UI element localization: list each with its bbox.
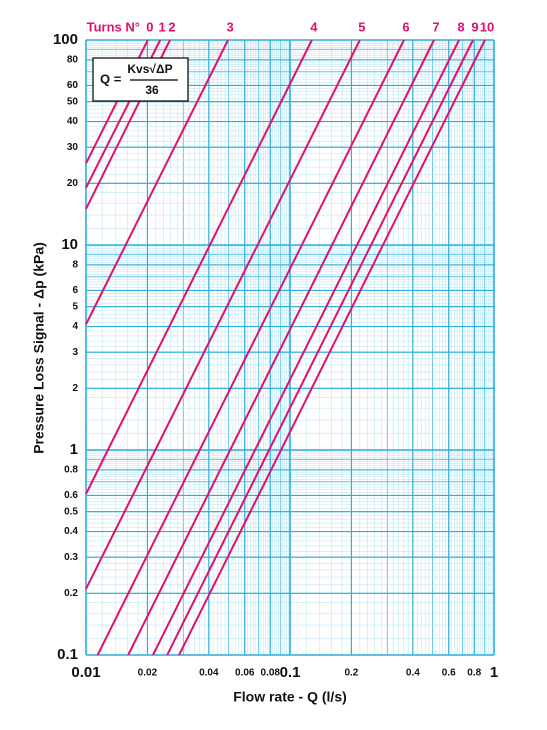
series-label: 7: [432, 19, 439, 34]
formula-lhs: Q =: [100, 71, 122, 86]
y-tick-label: 4: [72, 321, 78, 332]
y-tick-label: 3: [72, 347, 78, 358]
y-tick-label: 20: [67, 178, 79, 189]
y-tick-label: 5: [72, 301, 78, 312]
formula-denominator: 36: [145, 83, 159, 97]
y-tick-label: 8: [72, 260, 78, 271]
series-line: [178, 39, 486, 656]
series-line: [85, 39, 313, 495]
series-label: 2: [168, 19, 175, 34]
series-line: [166, 39, 474, 656]
y-tick-label: 10: [61, 236, 78, 253]
legend-title: Turns N°: [87, 19, 140, 34]
x-tick-label: 0.04: [199, 668, 219, 679]
x-tick-label: 0.02: [138, 668, 158, 679]
y-tick-label: 0.4: [64, 526, 78, 537]
x-tick-label: 1: [490, 664, 498, 681]
series-line: [96, 39, 405, 656]
y-axis-label: Pressure Loss Signal - Δp (kPa): [31, 242, 47, 454]
y-tick-label: 80: [67, 55, 79, 66]
x-tick-label: 0.6: [442, 668, 456, 679]
y-tick-label: 40: [67, 116, 79, 127]
y-tick-label: 0.1: [57, 646, 78, 663]
x-tick-label: 0.2: [344, 668, 358, 679]
y-tick-label: 30: [67, 142, 79, 153]
series-label: 10: [480, 19, 494, 34]
y-tick-label: 0.5: [64, 506, 78, 517]
series-line: [127, 39, 435, 656]
series-label: 9: [471, 19, 478, 34]
x-tick-label: 0.4: [406, 668, 420, 679]
series-label: 1: [159, 19, 166, 34]
grid: [85, 39, 495, 656]
y-tick-label: 0.2: [64, 588, 78, 599]
y-tick-label: 100: [53, 31, 78, 48]
x-tick-label: 0.8: [467, 668, 481, 679]
series-line: [152, 39, 460, 656]
y-tick-label: 0.8: [64, 465, 78, 476]
series-label: 4: [310, 19, 318, 34]
y-tick-label: 2: [72, 383, 78, 394]
series-label: 3: [226, 19, 233, 34]
y-tick-label: 50: [67, 96, 79, 107]
series-line: [85, 39, 229, 325]
x-tick-label: 0.1: [280, 664, 301, 681]
x-tick-label: 0.06: [235, 668, 255, 679]
x-tick-label: 0.01: [71, 664, 100, 681]
formula-numerator: Kvs√ΔP: [127, 62, 172, 76]
y-tick-label: 1: [70, 441, 78, 458]
y-tick-label: 6: [72, 285, 78, 296]
y-tick-label: 0.6: [64, 490, 78, 501]
series-label: 0: [146, 19, 153, 34]
x-tick-label: 0.08: [260, 668, 280, 679]
series-label: 8: [457, 19, 464, 34]
series-label: 5: [358, 19, 365, 34]
y-tick-label: 60: [67, 80, 79, 91]
series-line: [85, 39, 361, 590]
series-label: 6: [402, 19, 409, 34]
x-axis-label: Flow rate - Q (l/s): [233, 689, 347, 705]
y-tick-label: 0.3: [64, 552, 78, 563]
